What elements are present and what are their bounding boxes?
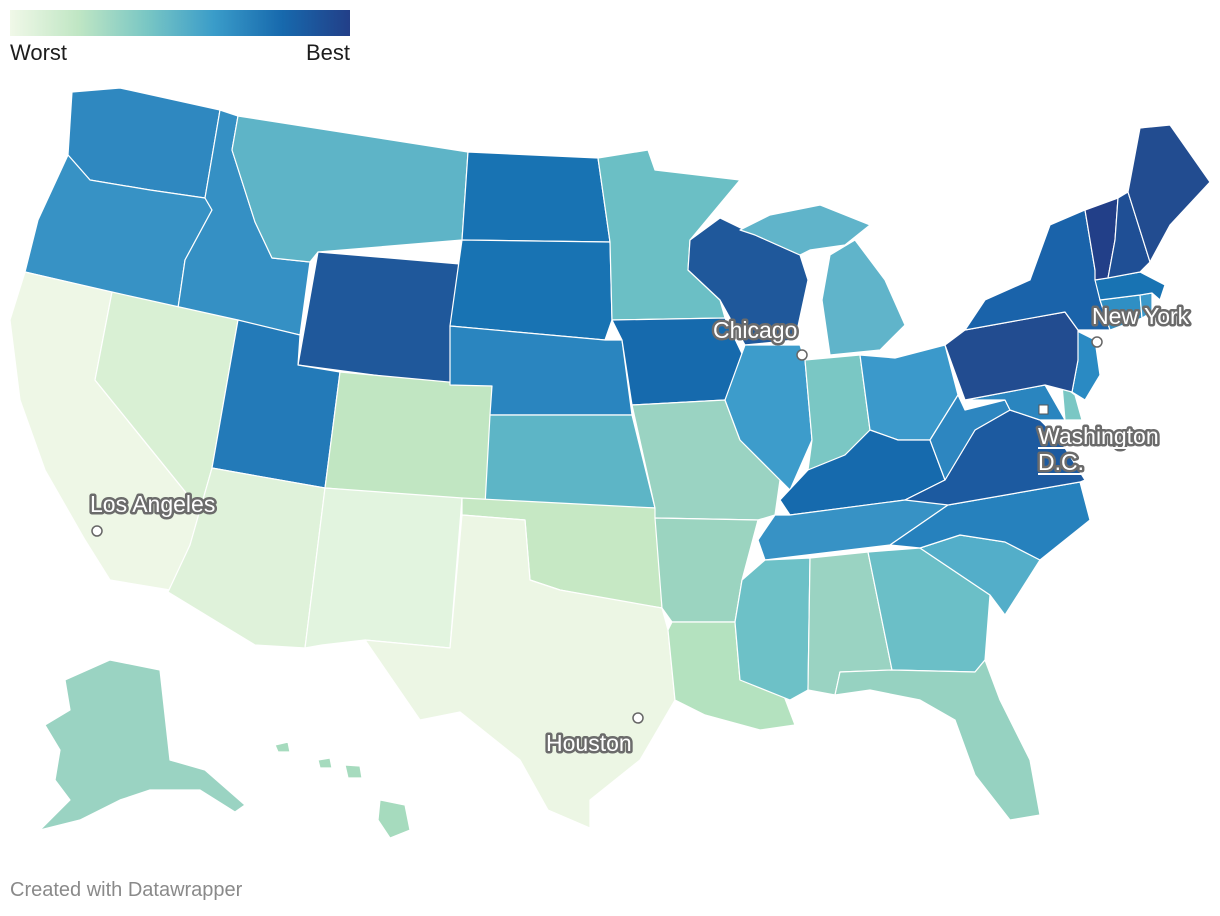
state-north-dakota[interactable] [461,151,611,243]
state-alaska[interactable] [39,659,246,831]
legend-gradient-bar [10,10,350,36]
houston-dot [632,712,644,724]
state-massachusetts[interactable] [1094,271,1166,301]
state-texas[interactable] [364,514,676,829]
los-angeles-dot [91,525,103,537]
color-legend: Worst Best [10,10,350,68]
state-florida[interactable] [834,659,1041,821]
state-wisconsin[interactable] [687,217,809,346]
houston-label: Houston [546,730,632,756]
legend-low-label: Worst [10,40,68,65]
chicago-label: Chicago [713,317,797,343]
los-angeles-label: Los Angeles [90,491,215,517]
state-colorado[interactable] [324,371,493,503]
state-wyoming[interactable] [297,251,461,386]
city-marker-houston: Houston [544,712,644,759]
state-kansas[interactable] [484,414,656,509]
capital-marker-icon [1038,404,1049,415]
state-montana[interactable] [231,115,469,263]
state-mississippi[interactable] [734,557,811,701]
state-pennsylvania[interactable] [944,311,1079,401]
legend-high-label: Best [305,40,350,65]
state-michigan[interactable] [739,204,906,356]
state-south-dakota[interactable] [449,239,613,341]
washington-dc-label-line2: D.C. [1038,449,1084,475]
state-hawaii[interactable] [274,741,411,839]
city-marker-new-york: New York [1090,301,1192,348]
datawrapper-credit: Created with Datawrapper [10,879,243,901]
washington-dc-label-line1: Washington [1038,423,1159,449]
city-marker-chicago: Chicago [711,315,808,361]
city-marker-los-angeles: Los Angeles [88,489,218,537]
chicago-dot [796,349,808,361]
city-marker-washington-dc: Washington D.C. [1036,404,1176,478]
new-york-label: New York [1092,303,1190,329]
new-york-dot [1091,336,1103,348]
state-maine[interactable] [1127,124,1211,263]
state-new-mexico[interactable] [304,487,463,649]
